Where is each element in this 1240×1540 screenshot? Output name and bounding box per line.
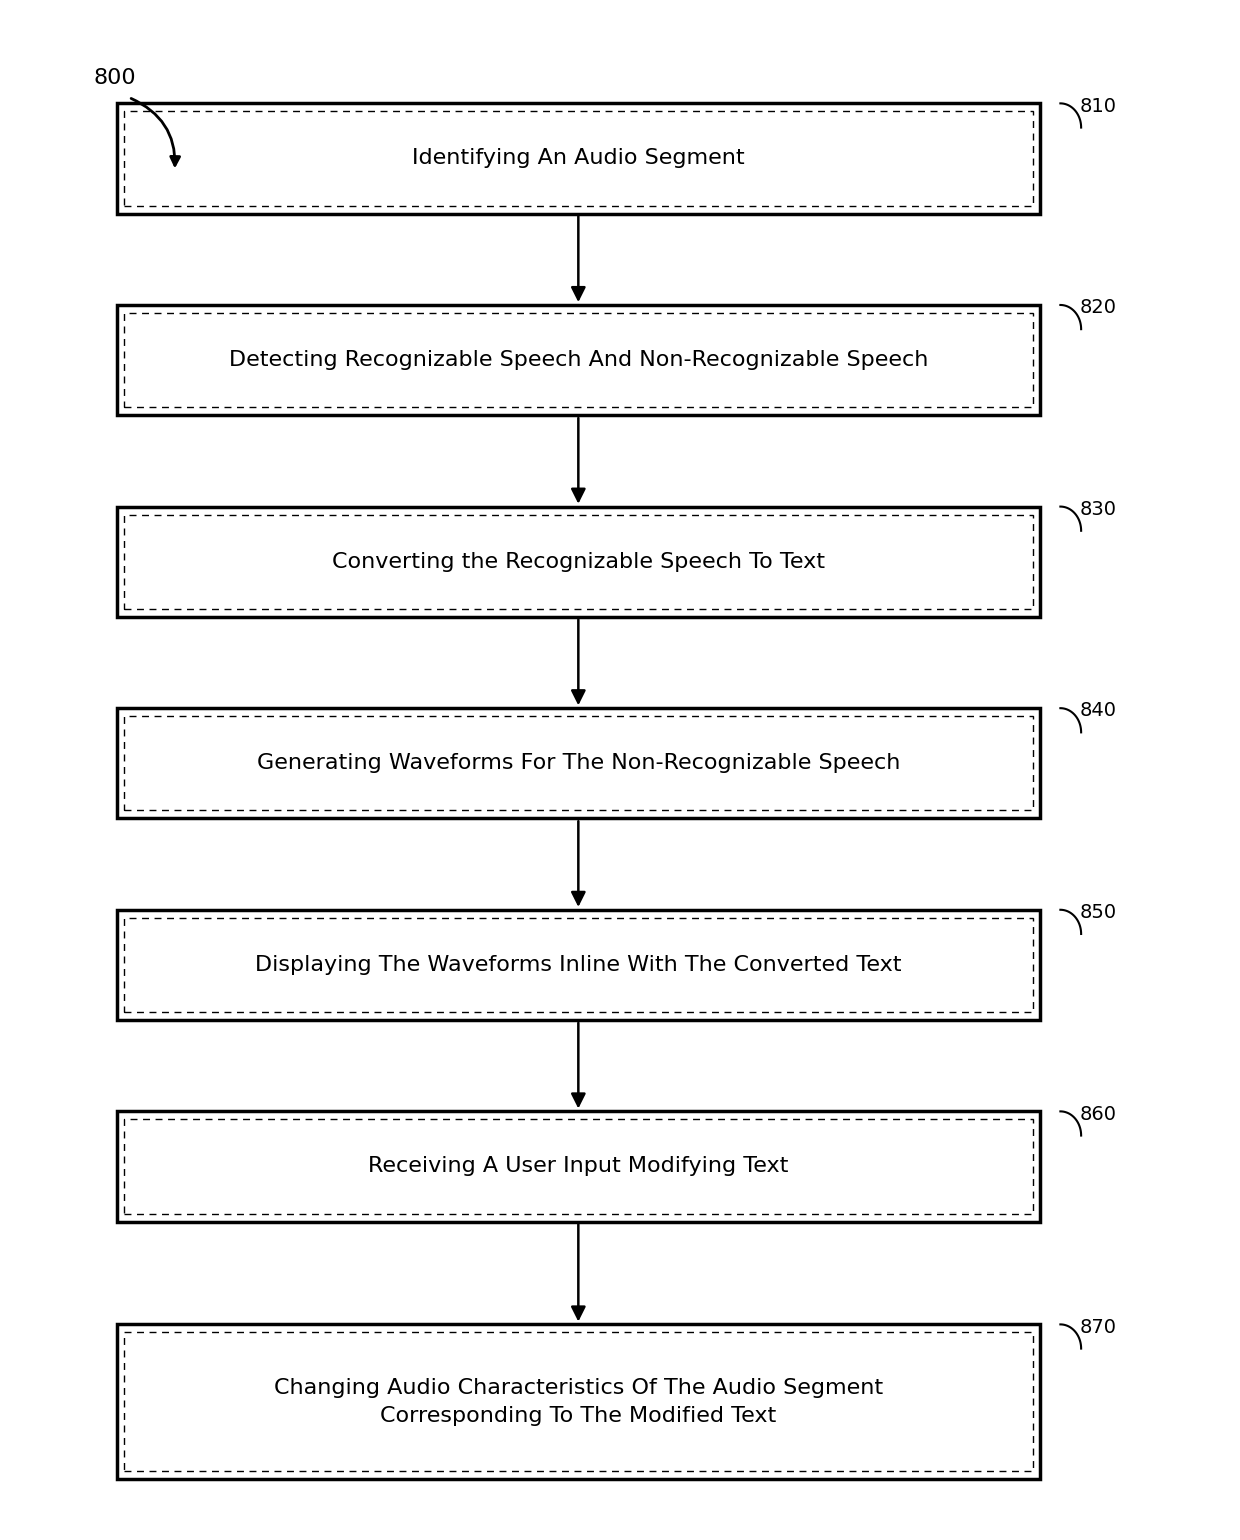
Text: 800: 800 <box>94 68 136 88</box>
Bar <box>117 103 1039 214</box>
Bar <box>117 305 1039 416</box>
Text: Changing Audio Characteristics Of The Audio Segment
Corresponding To The Modifie: Changing Audio Characteristics Of The Au… <box>274 1378 883 1426</box>
Text: Converting the Recognizable Speech To Text: Converting the Recognizable Speech To Te… <box>332 551 825 571</box>
Bar <box>124 514 1033 608</box>
Text: 840: 840 <box>1080 701 1117 721</box>
Text: 870: 870 <box>1080 1318 1117 1337</box>
Text: Receiving A User Input Modifying Text: Receiving A User Input Modifying Text <box>368 1157 789 1177</box>
Text: Displaying The Waveforms Inline With The Converted Text: Displaying The Waveforms Inline With The… <box>255 955 901 975</box>
Text: Generating Waveforms For The Non-Recognizable Speech: Generating Waveforms For The Non-Recogni… <box>257 753 900 773</box>
Text: 810: 810 <box>1080 97 1117 115</box>
Bar <box>117 708 1039 818</box>
Bar <box>117 910 1039 1019</box>
Bar <box>124 111 1033 205</box>
Bar <box>124 313 1033 407</box>
Bar <box>124 918 1033 1012</box>
Text: Identifying An Audio Segment: Identifying An Audio Segment <box>412 148 745 168</box>
Text: Detecting Recognizable Speech And Non-Recognizable Speech: Detecting Recognizable Speech And Non-Re… <box>228 350 928 370</box>
Text: 830: 830 <box>1080 500 1117 519</box>
Text: 850: 850 <box>1080 902 1117 922</box>
Text: 820: 820 <box>1080 299 1117 317</box>
Bar <box>124 1332 1033 1471</box>
Bar <box>117 1112 1039 1221</box>
Bar <box>124 716 1033 810</box>
Bar <box>117 507 1039 618</box>
Text: 860: 860 <box>1080 1104 1117 1124</box>
Bar <box>124 1120 1033 1214</box>
Bar <box>117 1324 1039 1478</box>
